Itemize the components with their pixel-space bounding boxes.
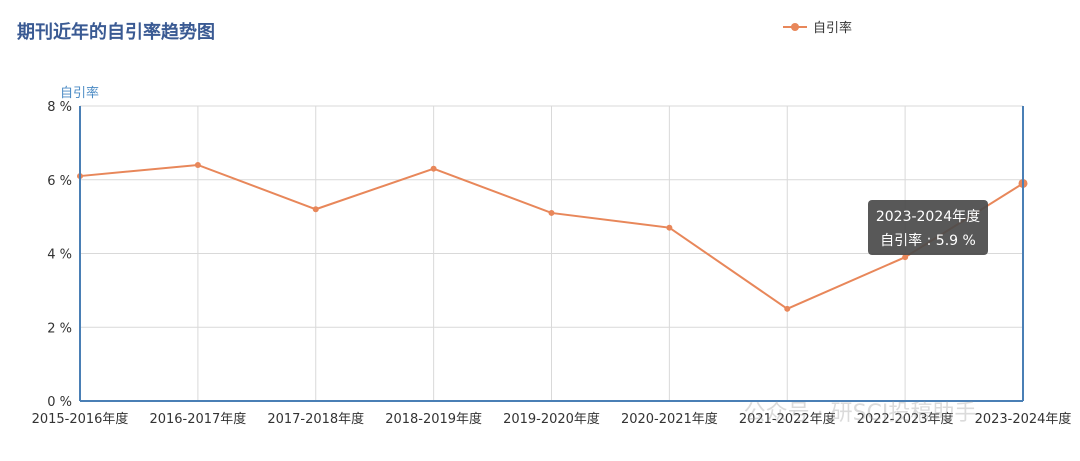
data-point: [430, 165, 437, 172]
y-axis-label: 自引率: [60, 85, 99, 101]
watermark: 公众号 · 研SCI投稿助手: [744, 401, 977, 426]
legend-marker: [791, 23, 799, 31]
x-tick-label: 2023-2024年度: [975, 411, 1072, 427]
tooltip: 2023-2024年度 自引率 : 5.9 %: [868, 200, 988, 255]
x-tick-label: 2020-2021年度: [621, 411, 718, 427]
tooltip-title: 2023-2024年度: [876, 209, 980, 225]
x-tick-label: 2022-2023年度: [857, 411, 954, 427]
x-tick-label: 2016-2017年度: [149, 411, 246, 427]
y-tick-label: 2 %: [47, 321, 72, 336]
y-tick-label: 8 %: [47, 100, 72, 115]
data-point: [902, 254, 909, 261]
data-point: [666, 224, 673, 231]
plot-area: 0 % 2 % 4 % 6 % 8 % 2015-2016年度 2016-2017年度 201…: [32, 100, 1072, 427]
chart-title: 期刊近年的自引率趋势图: [17, 21, 215, 43]
x-tick-label: 2021-2022年度: [739, 411, 836, 427]
y-tick-label: 4 %: [47, 248, 72, 263]
y-tick-label: 6 %: [47, 174, 72, 189]
data-point: [784, 305, 791, 312]
legend-label: 自引率: [813, 20, 852, 36]
x-tick-label: 2015-2016年度: [32, 411, 129, 427]
x-tick-label: 2019-2020年度: [503, 411, 600, 427]
y-tick-label: 0 %: [47, 395, 72, 410]
tooltip-box: [868, 200, 988, 255]
data-point: [194, 162, 201, 168]
data-point: [548, 209, 555, 216]
x-tick-label: 2017-2018年度: [267, 411, 364, 427]
tooltip-text: 自引率 : 5.9 %: [880, 232, 976, 249]
x-tick-label: 2018-2019年度: [385, 411, 482, 427]
data-point: [312, 206, 319, 213]
